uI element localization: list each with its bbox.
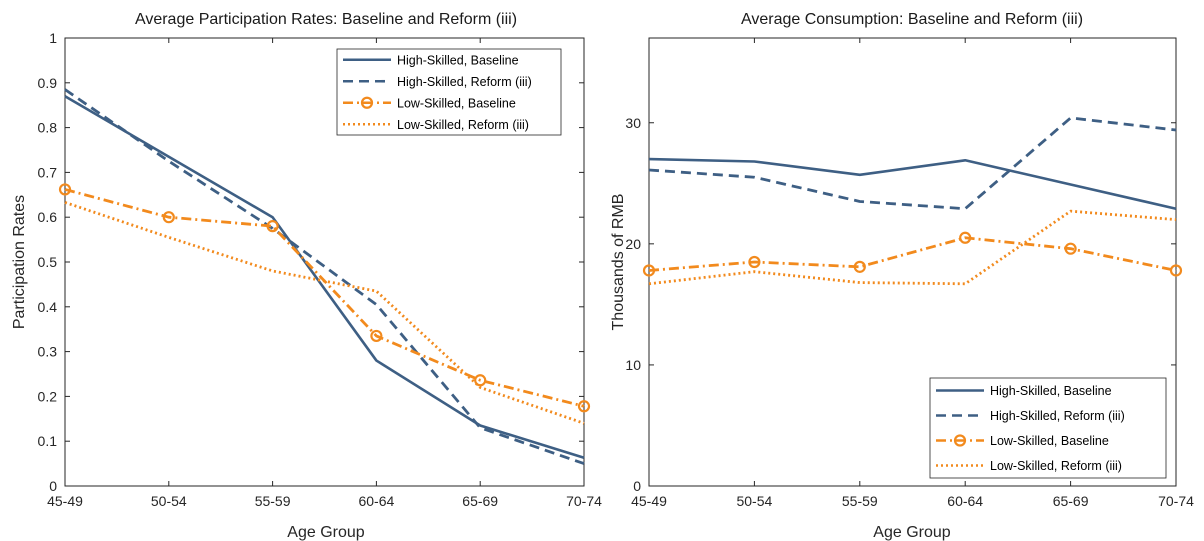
consumption-series-marker [1169, 264, 1183, 277]
consumption-legend-marker [953, 434, 967, 447]
participation-chart-x-label: Age Group [287, 524, 364, 541]
consumption-x-tick-label: 45-49 [631, 493, 667, 509]
consumption-chart-title: Average Consumption: Baseline and Reform… [741, 11, 1083, 28]
consumption-series-1 [648, 116, 1177, 211]
consumption-legend: High-Skilled, Baseline High-Skilled, Refo… [929, 377, 1167, 479]
participation-x-tick-label: 45-49 [47, 493, 83, 509]
consumption-series-line [648, 209, 1177, 286]
participation-legend-marker [360, 96, 374, 109]
consumption-chart-x-label: Age Group [873, 524, 950, 541]
consumption-series-marker [1064, 242, 1077, 255]
consumption-series-line [648, 157, 1177, 210]
participation-series-marker [577, 400, 591, 413]
consumption-x-tick-label: 50-54 [736, 493, 772, 509]
consumption-y-tick-label: 10 [625, 357, 641, 373]
participation-series-3 [64, 201, 585, 425]
participation-series-1 [64, 88, 585, 465]
consumption-series-marker [642, 264, 656, 277]
participation-series-marker [58, 183, 72, 196]
participation-series-line [64, 88, 585, 465]
participation-y-tick-label: 0.8 [38, 120, 58, 136]
consumption-x-tick-label: 70-74 [1158, 493, 1194, 509]
consumption-series-marker [959, 231, 972, 244]
consumption-y-tick-label: 30 [625, 115, 641, 131]
consumption-series-marker [748, 255, 761, 269]
participation-series-marker [370, 329, 383, 343]
consumption-series-3 [648, 209, 1177, 286]
participation-x-tick-label: 55-59 [255, 493, 291, 509]
participation-series-0 [64, 95, 585, 460]
consumption-legend-box [929, 377, 1167, 479]
participation-y-tick-label: 0.2 [38, 388, 58, 404]
consumption-chart: Average Consumption: Baseline and Reform… [610, 11, 1194, 541]
participation-y-tick-label: 0.6 [38, 209, 58, 225]
consumption-y-tick-label: 0 [633, 478, 641, 494]
consumption-series-0 [648, 157, 1177, 210]
participation-legend-entry: High-Skilled, Baseline [397, 53, 519, 67]
consumption-series-line [648, 116, 1177, 211]
participation-x-tick-label: 65-69 [462, 493, 498, 509]
participation-chart-title: Average Participation Rates: Baseline an… [135, 11, 517, 28]
consumption-y-tick-label: 20 [625, 236, 641, 252]
participation-y-tick-label: 0.5 [38, 254, 58, 270]
participation-series-2 [58, 183, 591, 413]
participation-legend-entry: High-Skilled, Reform (iii) [397, 75, 532, 89]
consumption-x-tick-label: 65-69 [1053, 493, 1089, 509]
consumption-series-line [648, 236, 1177, 272]
participation-x-tick-label: 70-74 [566, 493, 602, 509]
consumption-x-tick-label: 55-59 [842, 493, 878, 509]
participation-series-line [64, 188, 585, 408]
participation-legend-entry: Low-Skilled, Baseline [397, 96, 516, 110]
participation-chart: Average Participation Rates: Baseline an… [11, 11, 602, 541]
participation-legend: High-Skilled, Baseline High-Skilled, Refo… [336, 48, 562, 136]
participation-y-tick-label: 0.4 [38, 299, 58, 315]
participation-series-marker [474, 374, 487, 387]
consumption-chart-y-label: Thousands of RMB [610, 194, 627, 331]
participation-y-tick-label: 0 [49, 478, 57, 494]
participation-y-tick-label: 0.3 [38, 344, 58, 360]
participation-x-tick-label: 60-64 [358, 493, 394, 509]
participation-y-tick-label: 0.1 [38, 433, 58, 449]
consumption-legend-entry: Low-Skilled, Baseline [990, 434, 1109, 448]
participation-y-tick-label: 0.7 [38, 164, 58, 180]
participation-x-tick-label: 50-54 [151, 493, 187, 509]
consumption-legend-entry: Low-Skilled, Reform (iii) [990, 459, 1122, 473]
consumption-legend-entry: High-Skilled, Reform (iii) [990, 409, 1125, 423]
consumption-plot-area [648, 37, 1177, 487]
participation-y-tick-label: 1 [49, 30, 57, 46]
participation-legend-entry: Low-Skilled, Reform (iii) [397, 118, 529, 132]
consumption-series-marker [853, 260, 866, 273]
participation-series-line [64, 95, 585, 460]
consumption-legend-entry: High-Skilled, Baseline [990, 384, 1112, 398]
participation-series-marker [266, 220, 279, 233]
participation-series-line [64, 201, 585, 425]
participation-series-marker [162, 211, 175, 224]
participation-legend-box [336, 48, 562, 136]
consumption-x-tick-label: 60-64 [947, 493, 983, 509]
participation-chart-y-label: Participation Rates [11, 195, 28, 329]
participation-y-tick-label: 0.9 [38, 75, 58, 91]
consumption-series-2 [642, 231, 1183, 277]
